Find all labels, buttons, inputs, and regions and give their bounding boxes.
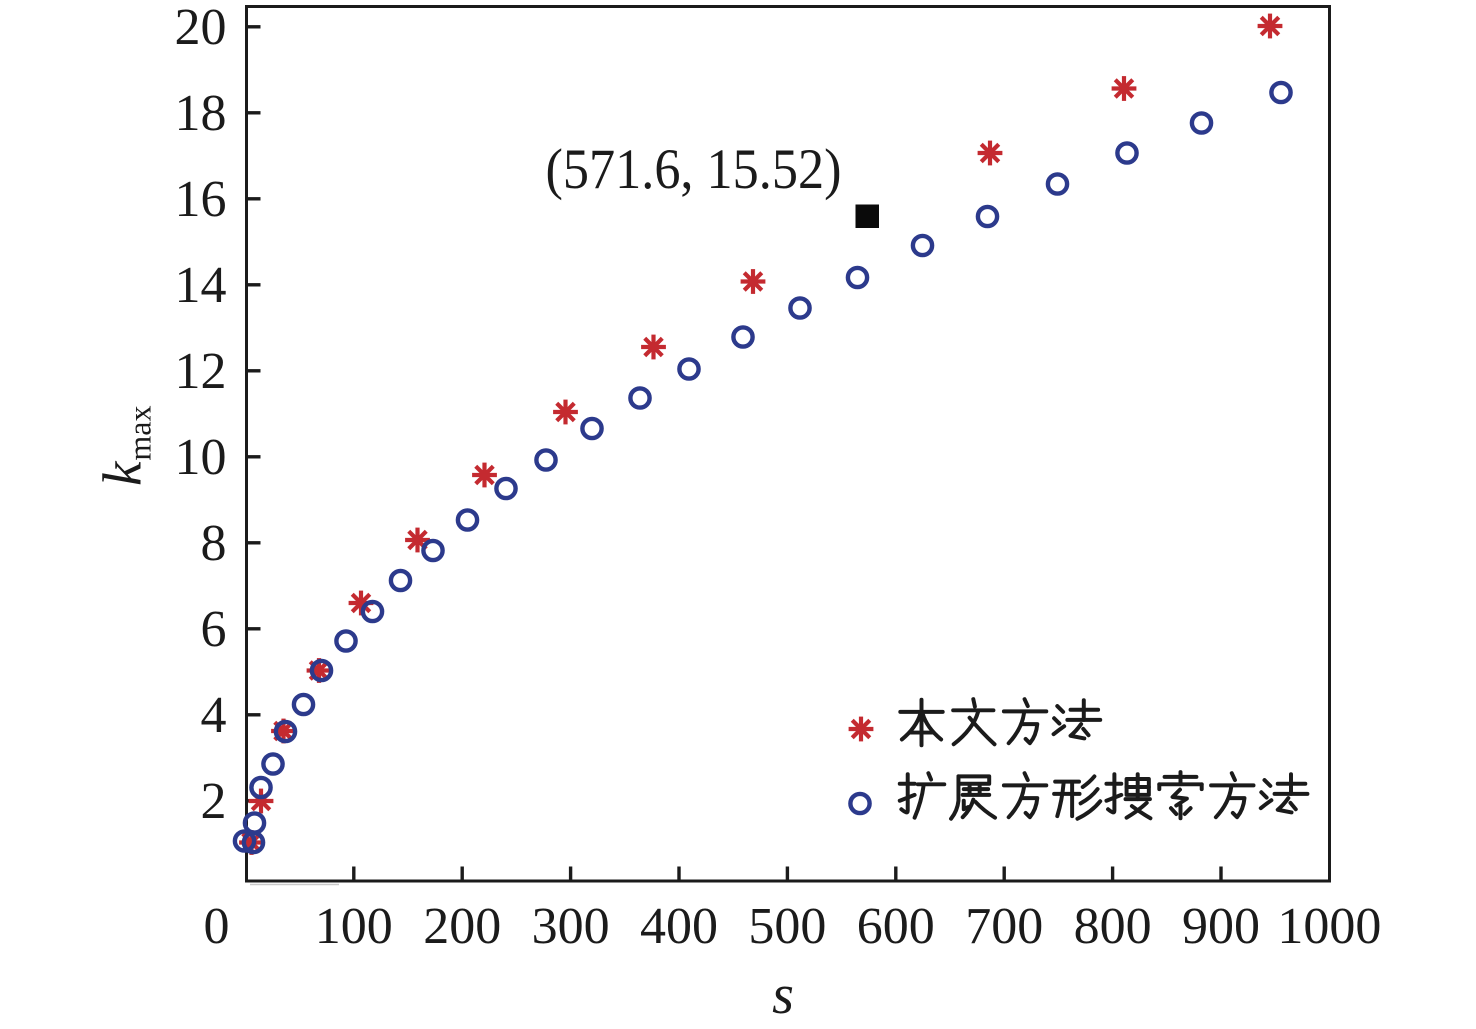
svg-text:8: 8 [201,515,227,572]
svg-text:10: 10 [175,429,227,486]
svg-text:20: 20 [175,0,227,56]
svg-text:14: 14 [175,257,227,314]
svg-text:(571.6, 15.52): (571.6, 15.52) [546,138,842,201]
svg-text:700: 700 [965,898,1043,955]
svg-text:100: 100 [315,898,393,955]
svg-text:16: 16 [175,171,227,228]
svg-text:400: 400 [640,898,718,955]
svg-text:18: 18 [175,85,227,142]
svg-text:200: 200 [423,898,501,955]
svg-text:0: 0 [204,898,230,955]
svg-text:1000: 1000 [1277,898,1381,955]
svg-text:12: 12 [175,343,227,400]
svg-text:500: 500 [748,898,826,955]
svg-text:800: 800 [1074,898,1152,955]
svg-text:600: 600 [857,898,935,955]
svg-text:300: 300 [532,898,610,955]
svg-text:6: 6 [201,601,227,658]
svg-text:2: 2 [201,773,227,830]
svg-text:4: 4 [201,687,227,744]
svg-text:900: 900 [1182,898,1260,955]
svg-text:s: s [772,964,794,1026]
